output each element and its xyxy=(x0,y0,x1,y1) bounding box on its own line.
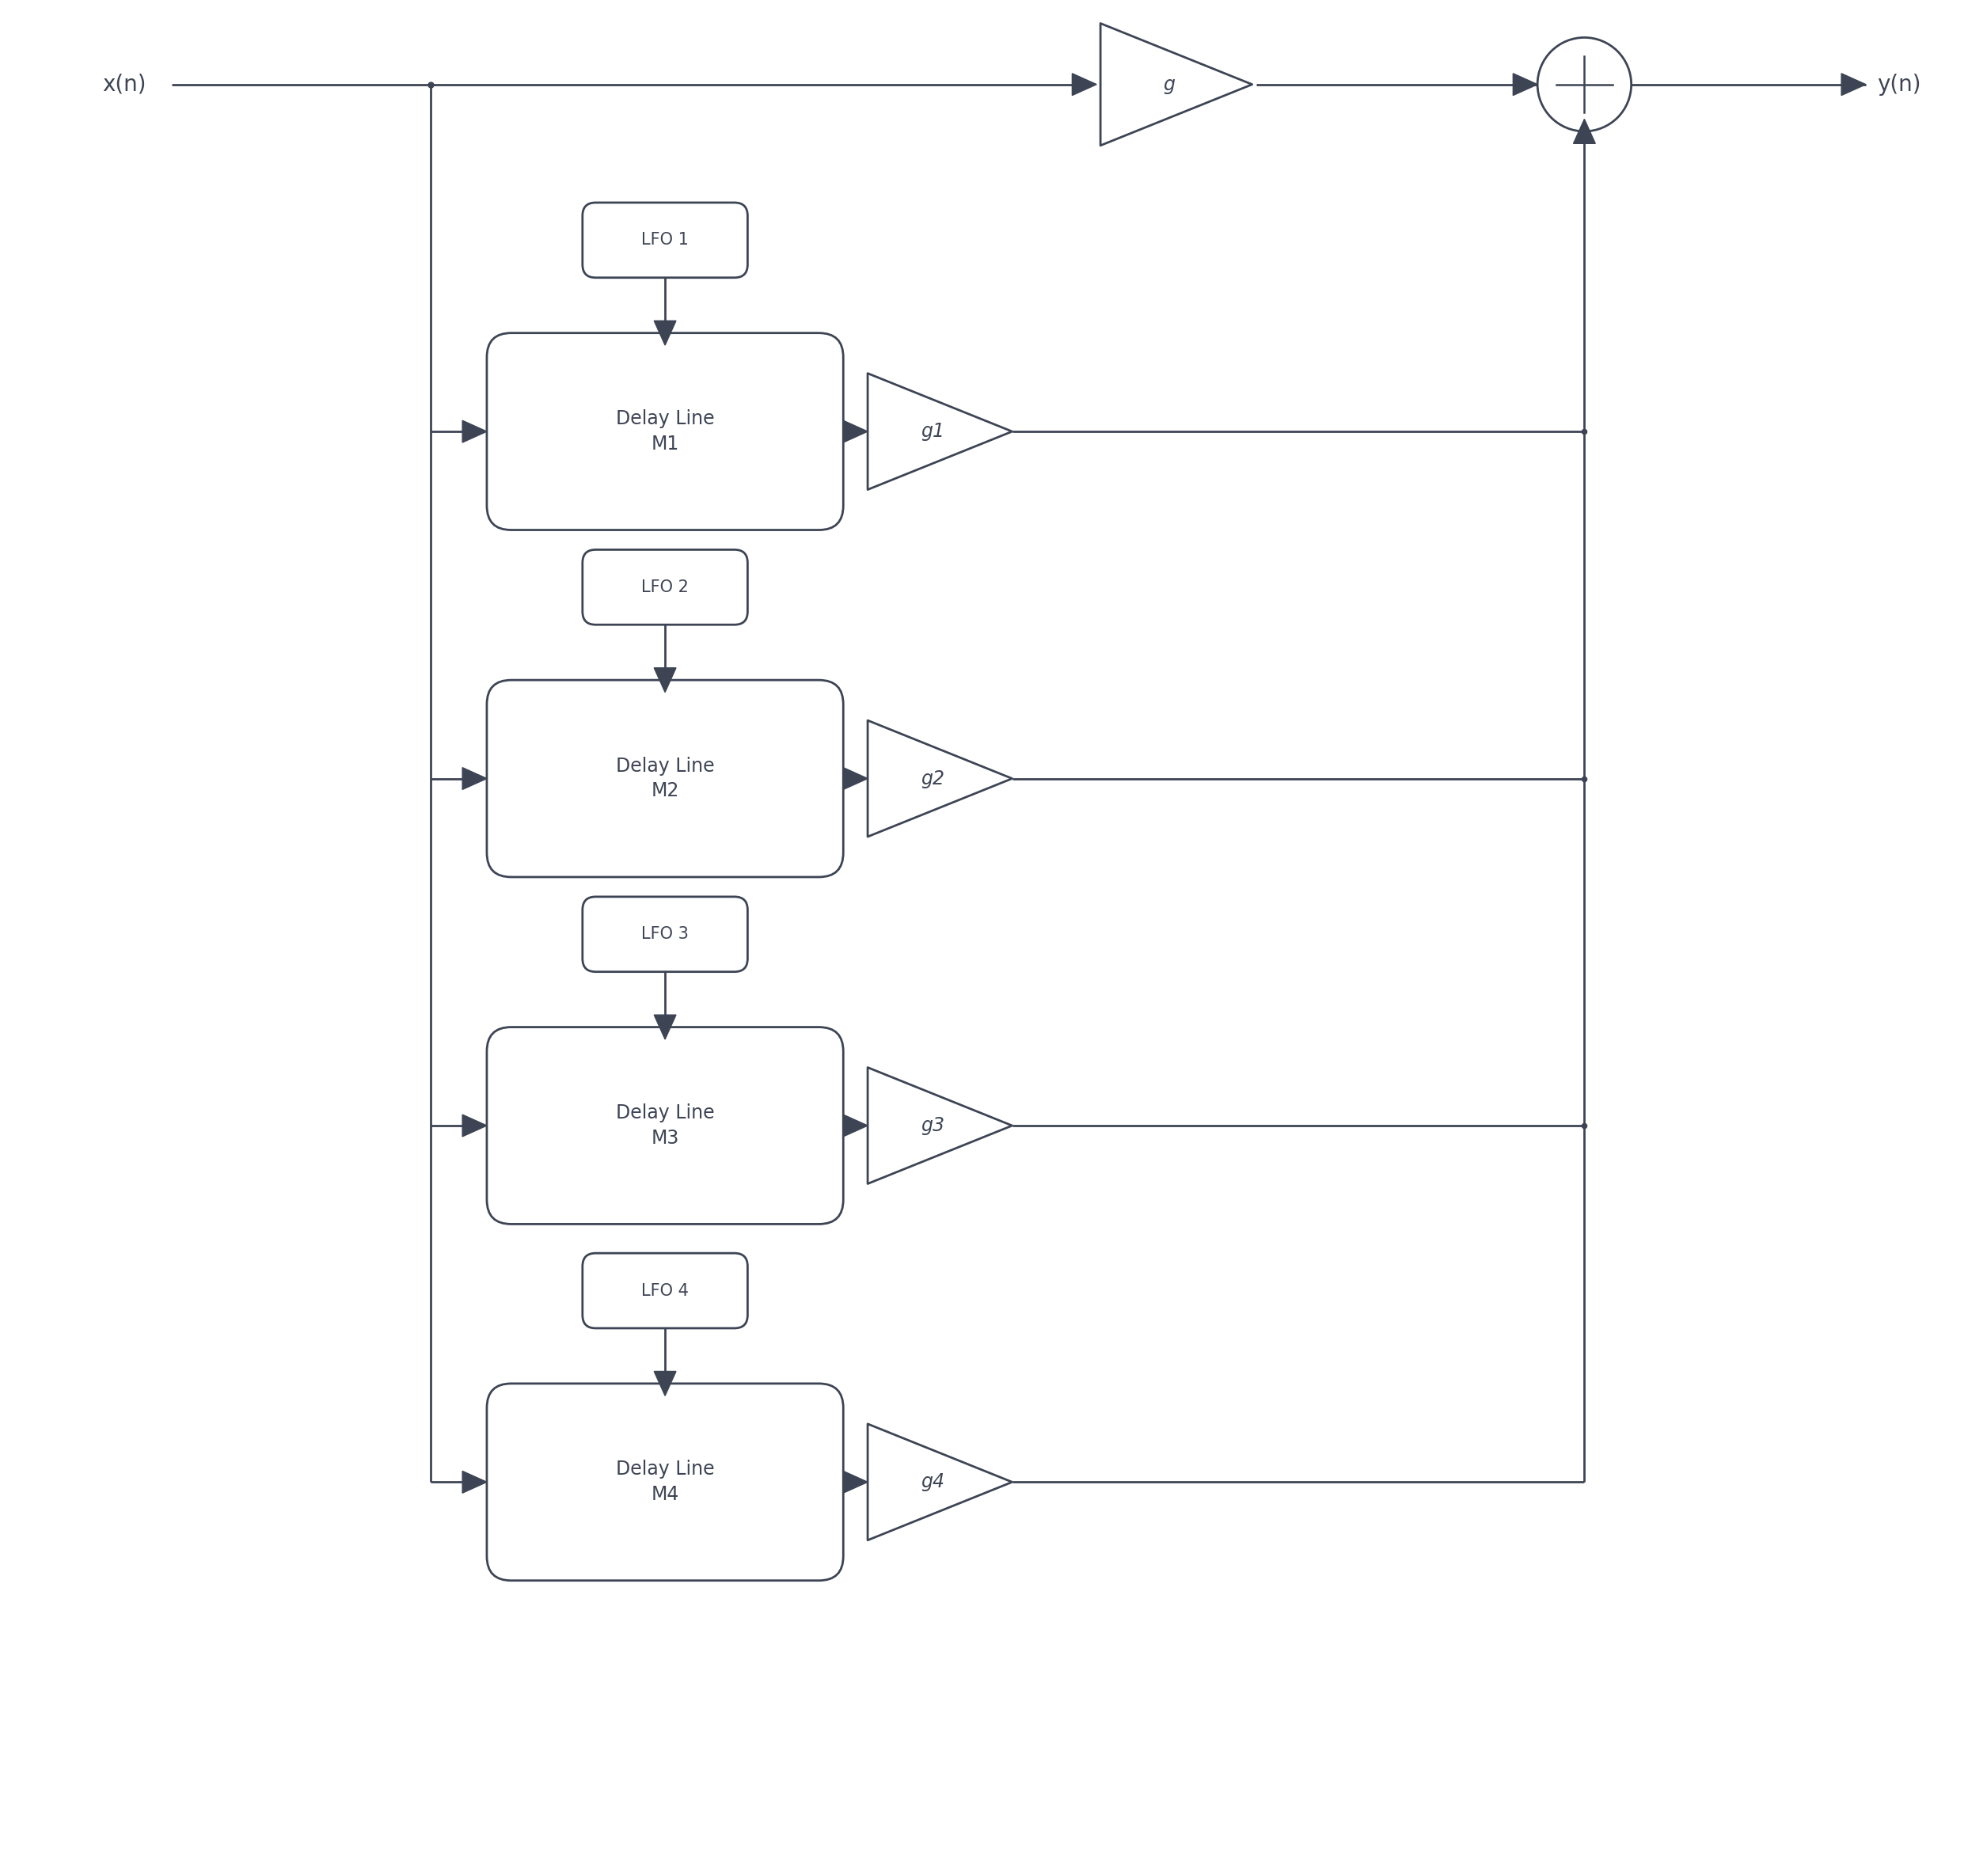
Text: g4: g4 xyxy=(921,1473,945,1491)
Polygon shape xyxy=(1842,73,1866,96)
Polygon shape xyxy=(462,767,486,790)
Polygon shape xyxy=(1572,118,1596,143)
Polygon shape xyxy=(462,420,486,443)
Polygon shape xyxy=(653,1015,677,1039)
Polygon shape xyxy=(462,1114,486,1137)
FancyBboxPatch shape xyxy=(583,550,748,625)
Text: g3: g3 xyxy=(921,1116,945,1135)
Polygon shape xyxy=(868,1424,1012,1540)
Polygon shape xyxy=(653,321,677,345)
Text: LFO 1: LFO 1 xyxy=(642,233,689,248)
Text: g1: g1 xyxy=(921,422,945,441)
Text: LFO 3: LFO 3 xyxy=(642,927,689,942)
FancyBboxPatch shape xyxy=(486,1384,842,1580)
Text: Delay Line
M4: Delay Line M4 xyxy=(616,1460,714,1505)
Text: Delay Line
M3: Delay Line M3 xyxy=(616,1103,714,1148)
Polygon shape xyxy=(653,668,677,692)
Polygon shape xyxy=(653,1371,677,1396)
FancyBboxPatch shape xyxy=(583,1253,748,1328)
Text: Delay Line
M1: Delay Line M1 xyxy=(616,409,714,454)
Polygon shape xyxy=(868,1067,1012,1184)
Text: y(n): y(n) xyxy=(1877,73,1921,96)
Polygon shape xyxy=(842,1471,868,1493)
FancyBboxPatch shape xyxy=(583,203,748,278)
Text: LFO 4: LFO 4 xyxy=(642,1283,689,1298)
FancyBboxPatch shape xyxy=(486,1026,842,1223)
Text: g2: g2 xyxy=(921,769,945,788)
FancyBboxPatch shape xyxy=(486,334,842,529)
Polygon shape xyxy=(1073,73,1096,96)
Polygon shape xyxy=(868,373,1012,490)
Text: LFO 2: LFO 2 xyxy=(642,580,689,595)
Polygon shape xyxy=(842,1114,868,1137)
Text: g: g xyxy=(1163,75,1175,94)
Polygon shape xyxy=(842,420,868,443)
FancyBboxPatch shape xyxy=(486,681,842,878)
Polygon shape xyxy=(842,767,868,790)
Polygon shape xyxy=(462,1471,486,1493)
Polygon shape xyxy=(1100,23,1252,146)
FancyBboxPatch shape xyxy=(583,897,748,972)
Text: x(n): x(n) xyxy=(102,73,146,96)
Polygon shape xyxy=(1513,73,1537,96)
Circle shape xyxy=(1537,38,1631,131)
Polygon shape xyxy=(868,720,1012,837)
Text: Delay Line
M2: Delay Line M2 xyxy=(616,756,714,801)
